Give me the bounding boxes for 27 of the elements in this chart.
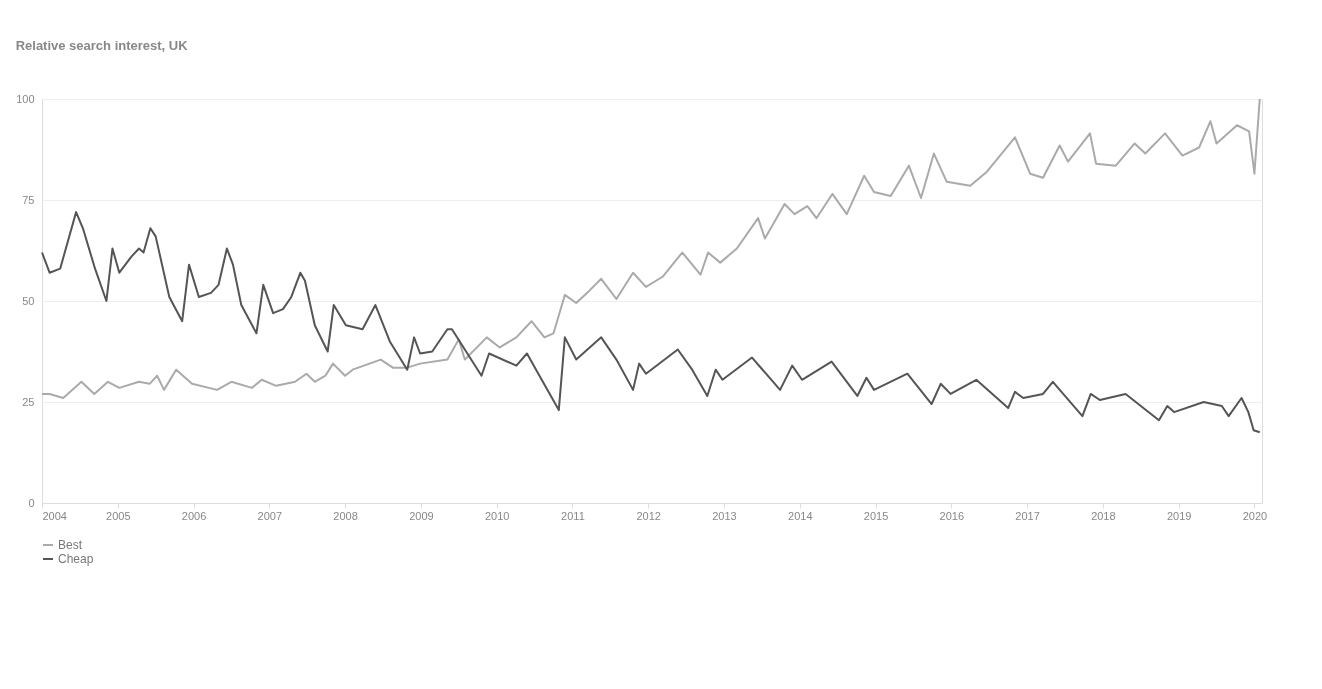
x-tick-label: 2004: [42, 509, 67, 522]
x-tick-label: 2006: [181, 509, 207, 522]
legend-label: Best: [58, 538, 83, 552]
x-tick-label: 2017: [1015, 509, 1040, 522]
x-tick-label: 2015: [863, 509, 889, 522]
y-tick-label: 75: [22, 193, 35, 206]
x-tick-label: 2019: [1166, 509, 1192, 522]
legend-label: Cheap: [58, 552, 94, 566]
x-tick-label: 2009: [409, 509, 434, 522]
x-tick-label: 2011: [561, 509, 585, 522]
x-tick-label: 2020: [1242, 509, 1268, 522]
chart-title: Relative search interest, UK: [15, 38, 189, 53]
x-tick-label: 2005: [106, 509, 131, 522]
y-tick-label: 100: [16, 92, 35, 105]
x-tick-label: 2013: [712, 509, 737, 522]
line-series: [41, 98, 1261, 399]
x-tick-label: 2010: [484, 509, 510, 522]
x-tick-label: 2018: [1091, 509, 1116, 522]
x-tick-label: 2016: [939, 509, 965, 522]
line-series: [41, 211, 1261, 434]
x-tick-label: 2012: [636, 509, 661, 522]
y-tick-label: 50: [22, 294, 35, 307]
x-tick-label: 2008: [333, 509, 358, 522]
y-tick-label: 25: [22, 395, 35, 408]
x-tick-label: 2014: [788, 509, 813, 522]
y-tick-label: 0: [28, 496, 35, 509]
x-tick-label: 2007: [257, 509, 283, 522]
